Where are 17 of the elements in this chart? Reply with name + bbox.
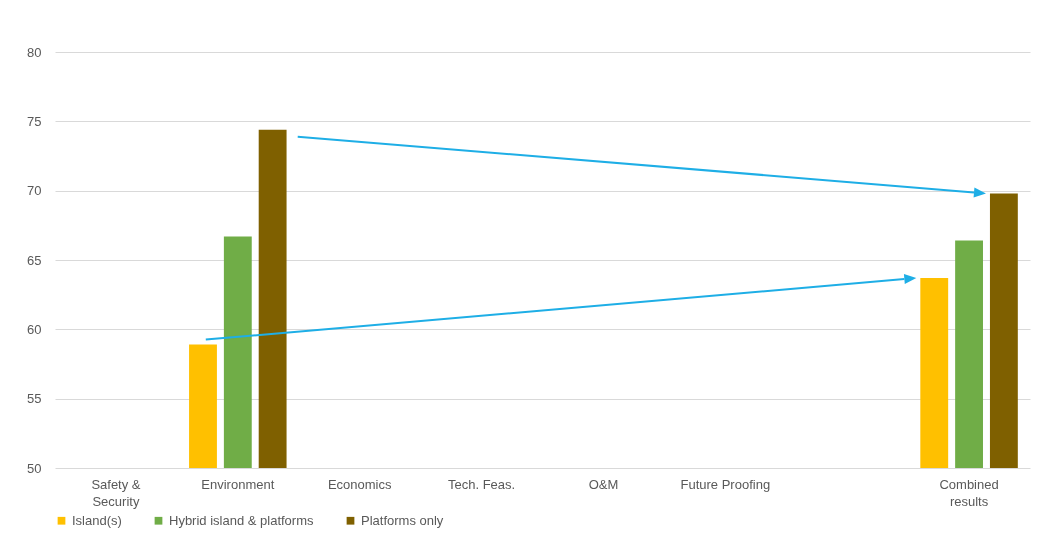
legend-label: Hybrid island & platforms <box>169 512 314 528</box>
x-tick-label: Environment <box>201 476 275 492</box>
x-tick-label: O&M <box>588 476 619 492</box>
legend-label: Island(s) <box>72 512 122 528</box>
x-tick-label: Tech. Feas. <box>447 476 516 492</box>
y-tick-label: 50 <box>27 460 42 476</box>
y-tick-label: 80 <box>27 44 42 60</box>
y-tick-label: 55 <box>27 391 42 407</box>
y-tick-label: 65 <box>27 252 42 268</box>
x-tick-label: Combined results <box>939 476 999 509</box>
y-tick-label: 60 <box>27 321 42 337</box>
y-tick-label: 75 <box>27 113 42 129</box>
x-tick-label: Economics <box>327 476 392 492</box>
legend-label: Platforms only <box>361 512 444 528</box>
x-tick-label: Safety & Security <box>91 476 141 509</box>
x-tick-label: Future Proofing <box>680 476 771 492</box>
y-tick-label: 70 <box>27 183 42 199</box>
